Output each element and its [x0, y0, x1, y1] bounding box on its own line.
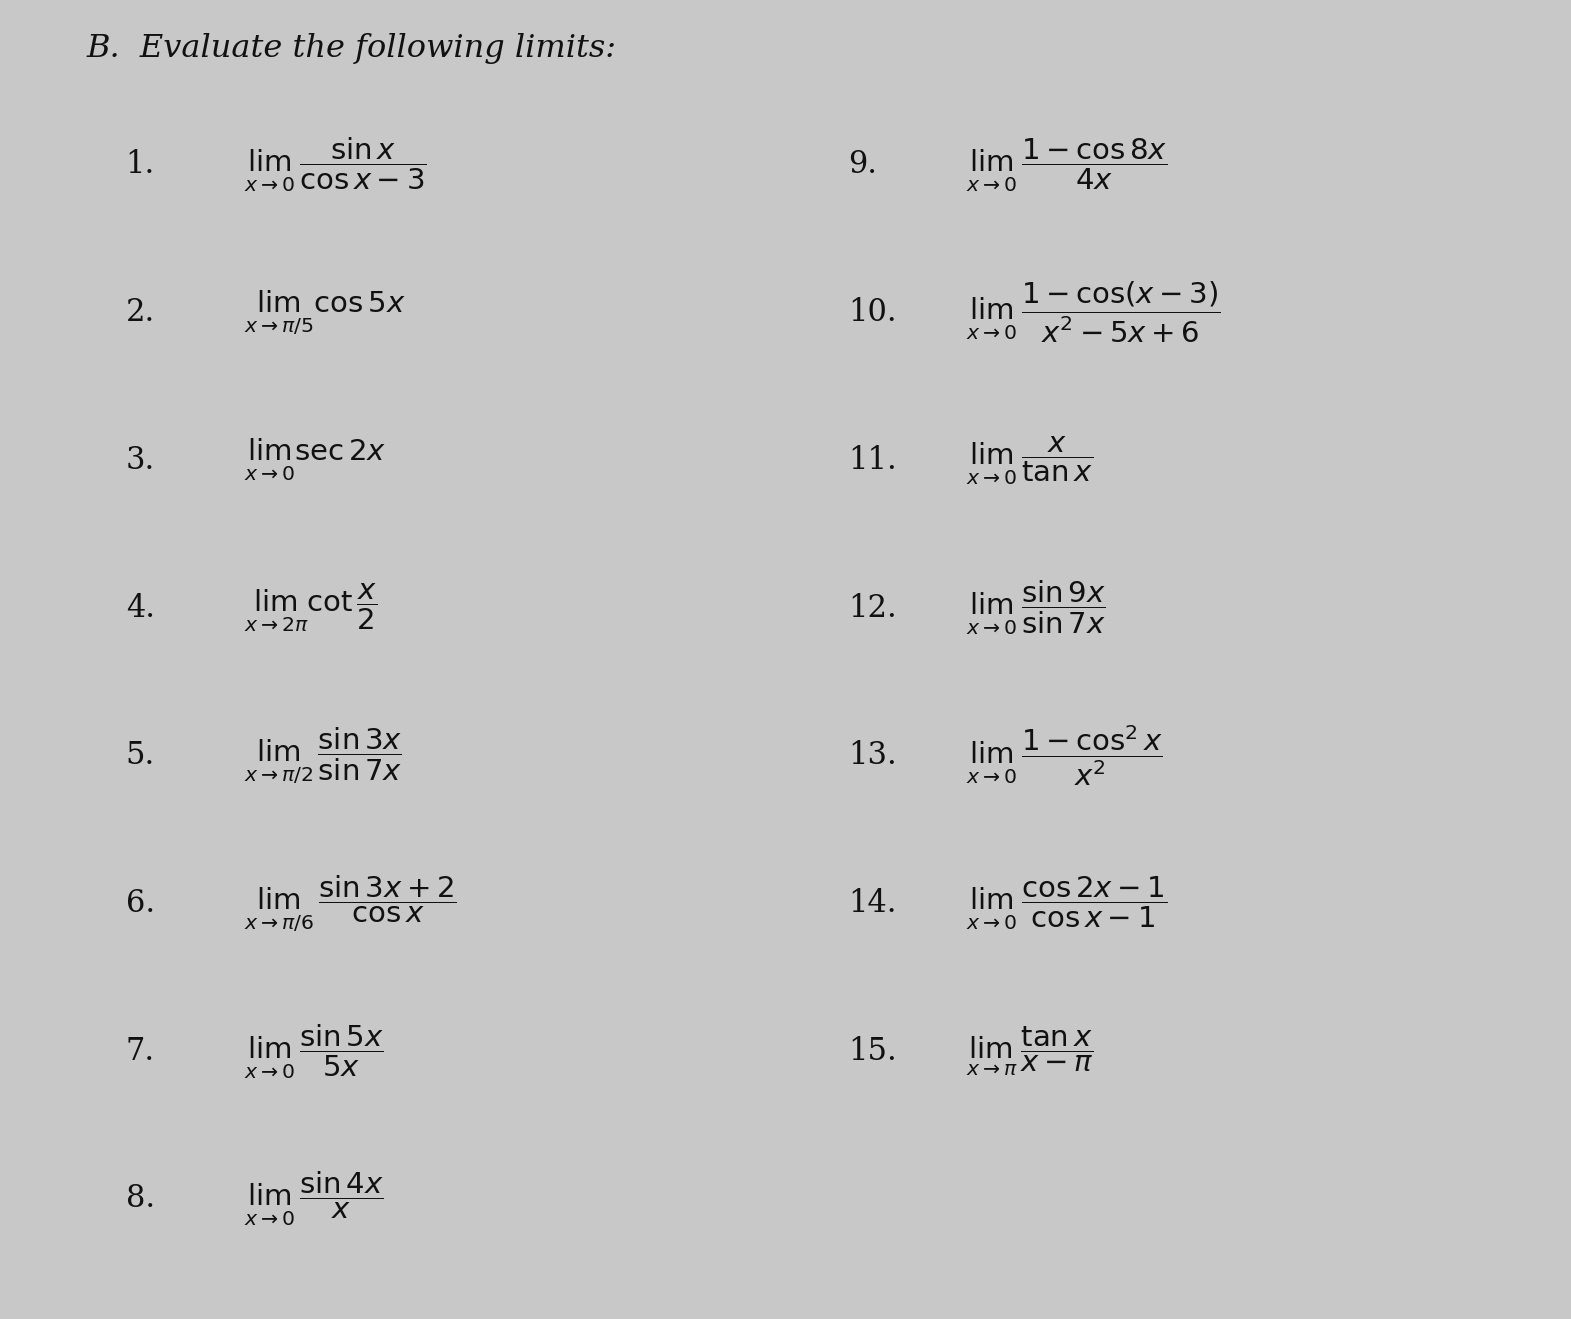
Text: 2.: 2. — [126, 297, 156, 328]
Text: 6.: 6. — [126, 888, 156, 919]
Text: 4.: 4. — [126, 592, 154, 624]
Text: 8.: 8. — [126, 1183, 156, 1215]
Text: $\underset{x\to 0}{\lim}\,\dfrac{1-\cos(x-3)}{x^2-5x+6}$: $\underset{x\to 0}{\lim}\,\dfrac{1-\cos(… — [966, 280, 1221, 346]
Text: 1.: 1. — [126, 149, 156, 181]
Text: 13.: 13. — [848, 740, 897, 772]
Text: $\underset{x\to 2\pi}{\lim}\cot\dfrac{x}{2}$: $\underset{x\to 2\pi}{\lim}\cot\dfrac{x}… — [244, 582, 377, 634]
Text: 5.: 5. — [126, 740, 156, 772]
Text: $\underset{x\to \pi/2}{\lim}\,\dfrac{\sin 3x}{\sin 7x}$: $\underset{x\to \pi/2}{\lim}\,\dfrac{\si… — [244, 725, 402, 786]
Text: 3.: 3. — [126, 445, 156, 476]
Text: $\underset{x\to \pi}{\lim}\,\dfrac{\tan x}{x-\pi}$: $\underset{x\to \pi}{\lim}\,\dfrac{\tan … — [966, 1025, 1093, 1078]
Text: 15.: 15. — [848, 1035, 897, 1067]
Text: B.  Evaluate the following limits:: B. Evaluate the following limits: — [86, 33, 616, 65]
Text: $\underset{x\to 0}{\lim}\,\dfrac{\sin x}{\cos x - 3}$: $\underset{x\to 0}{\lim}\,\dfrac{\sin x}… — [244, 136, 426, 194]
Text: 9.: 9. — [848, 149, 877, 181]
Text: $\underset{x\to \pi/5}{\lim}\cos 5x$: $\underset{x\to \pi/5}{\lim}\cos 5x$ — [244, 289, 405, 336]
Text: 12.: 12. — [848, 592, 897, 624]
Text: $\underset{x\to 0}{\lim}\,\dfrac{x}{\tan x}$: $\underset{x\to 0}{\lim}\,\dfrac{x}{\tan… — [966, 434, 1093, 487]
Text: 14.: 14. — [848, 888, 897, 919]
Text: $\underset{x\to 0}{\lim}\,\dfrac{1-\cos^2 x}{x^2}$: $\underset{x\to 0}{\lim}\,\dfrac{1-\cos^… — [966, 723, 1163, 789]
Text: $\underset{x\to 0}{\lim}\,\dfrac{\cos 2x-1}{\cos x-1}$: $\underset{x\to 0}{\lim}\,\dfrac{\cos 2x… — [966, 874, 1167, 933]
Text: 10.: 10. — [848, 297, 897, 328]
Text: $\underset{x\to 0}{\lim}\,\dfrac{1-\cos 8x}{4x}$: $\underset{x\to 0}{\lim}\,\dfrac{1-\cos … — [966, 136, 1167, 194]
Text: $\underset{x\to 0}{\lim}\sec 2x$: $\underset{x\to 0}{\lim}\sec 2x$ — [244, 437, 386, 484]
Text: $\underset{x\to 0}{\lim}\,\dfrac{\sin 4x}{x}$: $\underset{x\to 0}{\lim}\,\dfrac{\sin 4x… — [244, 1170, 383, 1228]
Text: 7.: 7. — [126, 1035, 156, 1067]
Text: $\underset{x\to \pi/6}{\lim}\,\dfrac{\sin 3x + 2}{\cos x}$: $\underset{x\to \pi/6}{\lim}\,\dfrac{\si… — [244, 873, 457, 934]
Text: $\underset{x\to 0}{\lim}\,\dfrac{\sin 5x}{5x}$: $\underset{x\to 0}{\lim}\,\dfrac{\sin 5x… — [244, 1022, 383, 1080]
Text: 11.: 11. — [848, 445, 897, 476]
Text: $\underset{x\to 0}{\lim}\,\dfrac{\sin 9x}{\sin 7x}$: $\underset{x\to 0}{\lim}\,\dfrac{\sin 9x… — [966, 579, 1106, 637]
